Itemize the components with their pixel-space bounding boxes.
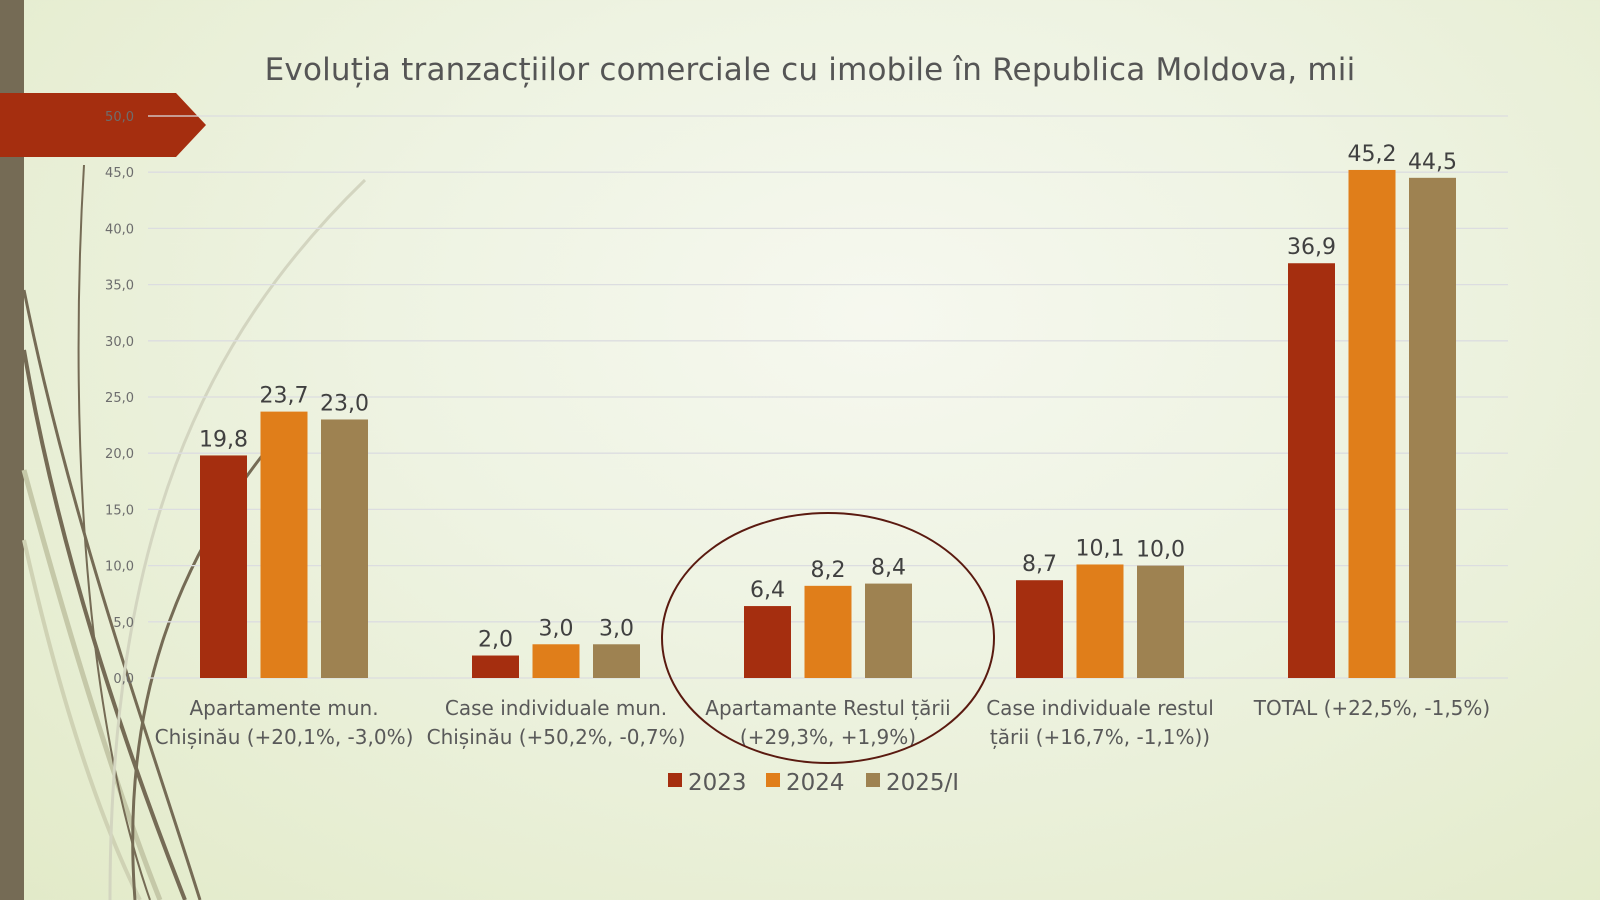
legend-swatch bbox=[866, 773, 880, 787]
y-tick-label: 5,0 bbox=[113, 616, 134, 631]
y-axis-ticks: 0,0 5,0 10,0 15,0 20,0 25,0 30,0 35,0 40,0 45,0 50… bbox=[105, 110, 134, 687]
bar-2024-4 bbox=[1348, 169, 1396, 678]
category-label: țării (+16,7%, -1,1%)) bbox=[990, 725, 1210, 749]
legend-label: 2025/I bbox=[886, 770, 959, 796]
legend-item-2023: 2023 bbox=[668, 770, 747, 796]
category-label: Case individuale restul bbox=[986, 696, 1214, 720]
bar-2024-3 bbox=[1076, 564, 1124, 678]
y-tick-label: 45,0 bbox=[105, 166, 134, 181]
category-label: TOTAL (+22,5%, -1,5%) bbox=[1253, 696, 1490, 720]
gridlines bbox=[148, 115, 1508, 679]
legend-swatch bbox=[668, 773, 682, 787]
bars bbox=[200, 169, 1456, 678]
y-tick-label: 25,0 bbox=[105, 391, 134, 406]
highlight-ellipse bbox=[661, 512, 995, 764]
legend-swatch bbox=[766, 773, 780, 787]
data-label: 3,0 bbox=[599, 616, 634, 641]
bar-2024-0 bbox=[260, 411, 308, 678]
data-label: 8,4 bbox=[871, 556, 906, 581]
data-label: 45,2 bbox=[1348, 142, 1397, 167]
y-tick-label: 30,0 bbox=[105, 335, 134, 350]
data-label: 3,0 bbox=[539, 616, 574, 641]
data-label: 10,0 bbox=[1136, 538, 1185, 563]
category-label: Chișinău (+20,1%, -3,0%) bbox=[155, 725, 414, 749]
chart-title: Evoluția tranzacțiilor comerciale cu imo… bbox=[264, 52, 1356, 88]
title-arrow-banner bbox=[0, 93, 206, 157]
bar-2023-2 bbox=[744, 606, 791, 678]
data-label: 36,9 bbox=[1287, 235, 1336, 260]
legend-label: 2024 bbox=[786, 770, 845, 796]
y-tick-label: 10,0 bbox=[105, 560, 134, 575]
bar-2025-I-0 bbox=[321, 419, 368, 678]
data-label: 8,2 bbox=[811, 558, 846, 583]
bar-2025-I-1 bbox=[593, 644, 640, 678]
bar-2025-I-4 bbox=[1409, 177, 1456, 678]
bar-2024-2 bbox=[804, 585, 852, 678]
category-labels: Apartamente mun. Chișinău (+20,1%, -3,0%)… bbox=[155, 696, 1491, 749]
bar-2025-I-3 bbox=[1137, 565, 1184, 678]
bar-2023-1 bbox=[472, 655, 519, 678]
category-label: (+29,3%, +1,9%) bbox=[740, 725, 916, 749]
y-tick-label: 20,0 bbox=[105, 447, 134, 462]
data-label: 23,0 bbox=[320, 391, 369, 416]
bar-2023-4 bbox=[1288, 263, 1335, 678]
data-labels: 19,8 2,0 6,4 8,7 36,9 23,7 3,0 8,2 10,1 45,2 23,0 3… bbox=[199, 142, 1457, 653]
bar-2023-3 bbox=[1016, 580, 1063, 678]
category-label: Apartamante Restul țării bbox=[705, 696, 950, 720]
y-tick-label: 35,0 bbox=[105, 279, 134, 294]
bar-2024-1 bbox=[532, 644, 580, 678]
data-label: 19,8 bbox=[199, 427, 248, 452]
data-label: 8,7 bbox=[1022, 552, 1057, 577]
legend-item-2025-I: 2025/I bbox=[866, 770, 959, 796]
category-label: Chișinău (+50,2%, -0,7%) bbox=[427, 725, 686, 749]
y-tick-label: 50,0 bbox=[105, 110, 134, 125]
category-label: Apartamente mun. bbox=[189, 696, 378, 720]
data-label: 6,4 bbox=[750, 578, 785, 603]
category-label: Case individuale mun. bbox=[445, 696, 667, 720]
data-label: 23,7 bbox=[260, 384, 309, 409]
data-label: 44,5 bbox=[1408, 150, 1457, 175]
data-label: 2,0 bbox=[478, 628, 513, 653]
y-tick-label: 0,0 bbox=[113, 672, 134, 687]
bar-2025-I-2 bbox=[865, 583, 912, 678]
bar-2023-0 bbox=[200, 455, 247, 678]
legend-item-2024: 2024 bbox=[766, 770, 845, 796]
legend: 2023 2024 2025/I bbox=[668, 770, 959, 796]
y-tick-label: 15,0 bbox=[105, 503, 134, 518]
data-label: 10,1 bbox=[1076, 536, 1125, 561]
legend-label: 2023 bbox=[688, 770, 747, 796]
y-tick-label: 40,0 bbox=[105, 222, 134, 237]
